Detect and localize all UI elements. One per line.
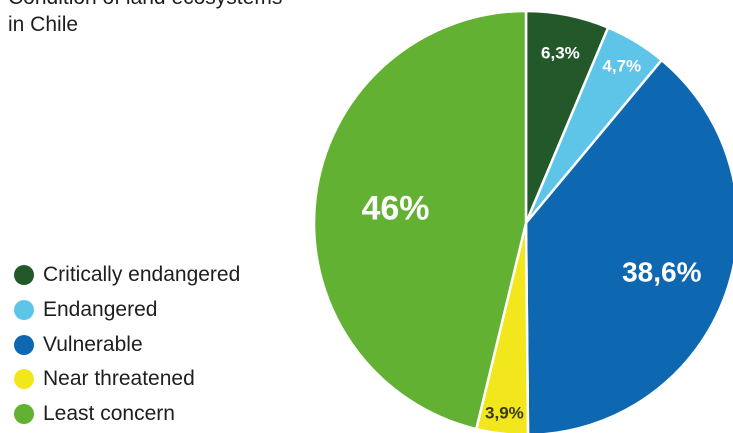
chart-title: Condition of land ecosystems in Chile	[8, 0, 368, 38]
legend-item-vulnerable: Vulnerable	[14, 327, 240, 362]
legend-label-vulnerable: Vulnerable	[43, 332, 143, 356]
slice-label-critically-endangered: 6,3%	[541, 44, 580, 63]
legend-item-near-threatened: Near threatened	[14, 362, 240, 397]
legend-item-critically-endangered: Critically endangered	[14, 258, 240, 293]
legend-label-least-concern: Least concern	[43, 402, 175, 426]
slice-label-endangered: 4,7%	[602, 57, 641, 76]
legend-item-endangered: Endangered	[14, 293, 240, 328]
pie-slice-least-concern	[312, 9, 528, 431]
legend-label-endangered: Endangered	[43, 298, 158, 322]
legend-label-near-threatened: Near threatened	[43, 367, 195, 391]
chart-legend: Critically endangered Endangered Vulnera…	[14, 258, 240, 431]
legend-swatch-vulnerable	[14, 334, 34, 355]
legend-swatch-least-concern	[14, 404, 34, 425]
chart-title-line-1: Condition of land ecosystems	[8, 0, 368, 11]
chart-title-line-2: in Chile	[8, 13, 79, 36]
slice-label-near-threatened: 3,9%	[485, 404, 524, 423]
legend-label-critically-endangered: Critically endangered	[43, 263, 241, 287]
legend-swatch-endangered	[14, 300, 34, 321]
legend-item-least-concern: Least concern	[14, 397, 240, 432]
pie-slice-vulnerable	[524, 58, 733, 433]
legend-swatch-critically-endangered	[14, 265, 34, 286]
slice-label-least-concern: 46%	[361, 190, 429, 228]
slice-label-vulnerable: 38,6%	[622, 257, 701, 288]
legend-swatch-near-threatened	[14, 369, 34, 390]
